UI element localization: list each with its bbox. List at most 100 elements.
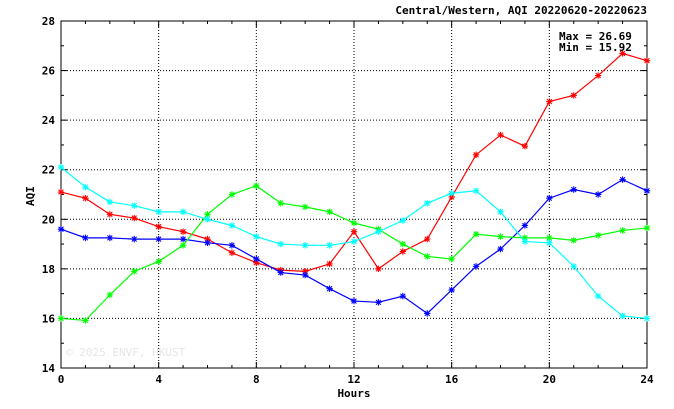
- x-tick-label: 0: [58, 373, 65, 386]
- data-point: [57, 315, 65, 322]
- data-point: [546, 234, 553, 242]
- max-label: Max = 26.69: [559, 30, 632, 43]
- data-point: [57, 226, 65, 233]
- data-point: [82, 234, 89, 242]
- y-tick-label: 22: [42, 164, 55, 177]
- data-point: [448, 286, 455, 294]
- data-point: [570, 263, 577, 270]
- data-point: [399, 240, 407, 248]
- data-point: [521, 222, 529, 229]
- data-point: [253, 255, 260, 263]
- x-tick-label: 16: [445, 373, 459, 386]
- y-tick-label: 14: [42, 362, 56, 375]
- data-point: [179, 242, 187, 249]
- data-point: [424, 199, 431, 207]
- data-point: [643, 224, 651, 232]
- data-point: [204, 216, 211, 223]
- y-tick-label: 20: [42, 213, 55, 226]
- data-point: [448, 190, 455, 197]
- data-point: [253, 259, 260, 266]
- data-point: [106, 291, 114, 299]
- data-point: [350, 219, 358, 227]
- data-point: [155, 208, 162, 216]
- data-point: [350, 297, 358, 305]
- data-point: [521, 238, 529, 245]
- data-point: [546, 195, 553, 202]
- data-point: [643, 187, 651, 194]
- chart-title: Central/Western, AQI 20220620-20220623: [395, 4, 647, 17]
- data-point: [301, 268, 309, 275]
- y-tick-label: 26: [42, 65, 56, 78]
- data-point: [228, 249, 236, 256]
- data-point: [106, 211, 114, 218]
- data-point: [131, 214, 138, 222]
- data-point: [155, 235, 162, 243]
- data-point: [375, 265, 382, 273]
- data-point: [131, 235, 138, 243]
- data-point: [57, 188, 65, 196]
- data-point: [326, 242, 333, 249]
- data-point: [594, 232, 602, 239]
- data-point: [326, 285, 333, 292]
- data-point: [179, 235, 187, 243]
- y-tick-label: 24: [42, 114, 56, 127]
- min-label: Min = 15.92: [559, 41, 632, 54]
- data-point: [301, 203, 309, 211]
- y-axis-title: AQI: [24, 186, 37, 206]
- y-tick-label: 28: [42, 15, 55, 28]
- data-point: [179, 228, 187, 235]
- series-layer: [57, 50, 651, 324]
- data-point: [472, 151, 480, 159]
- data-point: [472, 230, 480, 238]
- data-point: [399, 292, 407, 300]
- data-point: [521, 142, 529, 150]
- data-point: [399, 217, 407, 224]
- data-point: [228, 191, 236, 198]
- data-point: [594, 191, 602, 198]
- data-point: [546, 98, 553, 105]
- data-point: [106, 198, 114, 206]
- data-point: [570, 237, 577, 244]
- y-tick-label: 16: [42, 312, 56, 325]
- data-point: [472, 263, 480, 270]
- series-4: [57, 164, 651, 322]
- data-point: [619, 50, 626, 57]
- data-point: [424, 235, 431, 243]
- data-point: [399, 248, 407, 255]
- data-point: [619, 312, 626, 320]
- x-tick-label: 12: [347, 373, 360, 386]
- x-tick-label: 20: [543, 373, 556, 386]
- data-point: [326, 260, 333, 268]
- data-point: [375, 299, 382, 306]
- data-point: [570, 92, 577, 99]
- data-point: [277, 240, 284, 248]
- data-point: [497, 233, 504, 240]
- data-point: [570, 186, 577, 193]
- data-point: [301, 271, 309, 279]
- data-point: [253, 233, 260, 240]
- data-point: [594, 72, 602, 79]
- data-point: [204, 235, 211, 243]
- data-point: [643, 57, 651, 64]
- data-point: [448, 255, 455, 263]
- data-point: [424, 310, 431, 317]
- data-point: [131, 202, 138, 209]
- data-point: [253, 182, 260, 190]
- data-point: [497, 245, 504, 253]
- axis-ticks: 0 4 8 12 16 20 24 14 16 18 20 22 24 26 28: [42, 15, 654, 386]
- data-point: [448, 193, 455, 201]
- data-point: [643, 315, 651, 322]
- data-point: [179, 208, 187, 216]
- x-tick-label: 4: [155, 373, 162, 386]
- data-point: [82, 195, 89, 202]
- data-point: [228, 242, 236, 249]
- data-point: [350, 238, 358, 245]
- data-point: [82, 317, 89, 324]
- watermark: © 2025 ENVF, HKUST: [66, 346, 186, 359]
- data-point: [472, 187, 480, 194]
- x-tick-label: 8: [253, 373, 260, 386]
- x-tick-label: 24: [640, 373, 654, 386]
- data-point: [497, 131, 504, 139]
- data-point: [521, 234, 529, 242]
